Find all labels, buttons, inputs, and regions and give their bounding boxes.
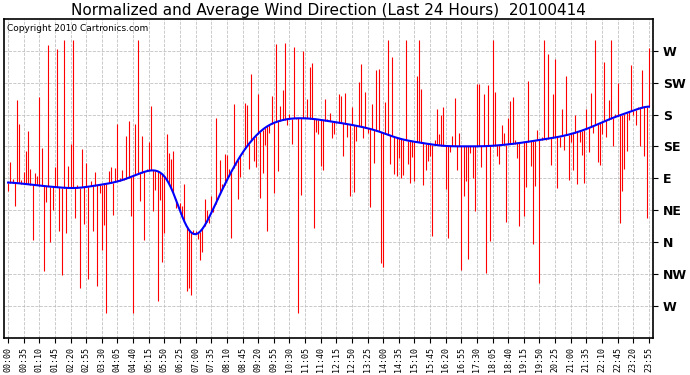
Title: Normalized and Average Wind Direction (Last 24 Hours)  20100414: Normalized and Average Wind Direction (L… xyxy=(71,3,586,18)
Text: Copyright 2010 Cartronics.com: Copyright 2010 Cartronics.com xyxy=(7,24,148,33)
